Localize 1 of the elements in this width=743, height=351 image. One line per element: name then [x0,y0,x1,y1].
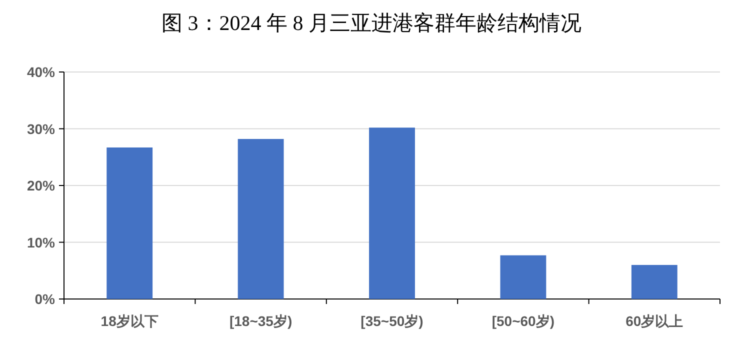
title: 图 3：2024 年 8 月三亚进港客群年龄结构情况 [162,11,582,35]
